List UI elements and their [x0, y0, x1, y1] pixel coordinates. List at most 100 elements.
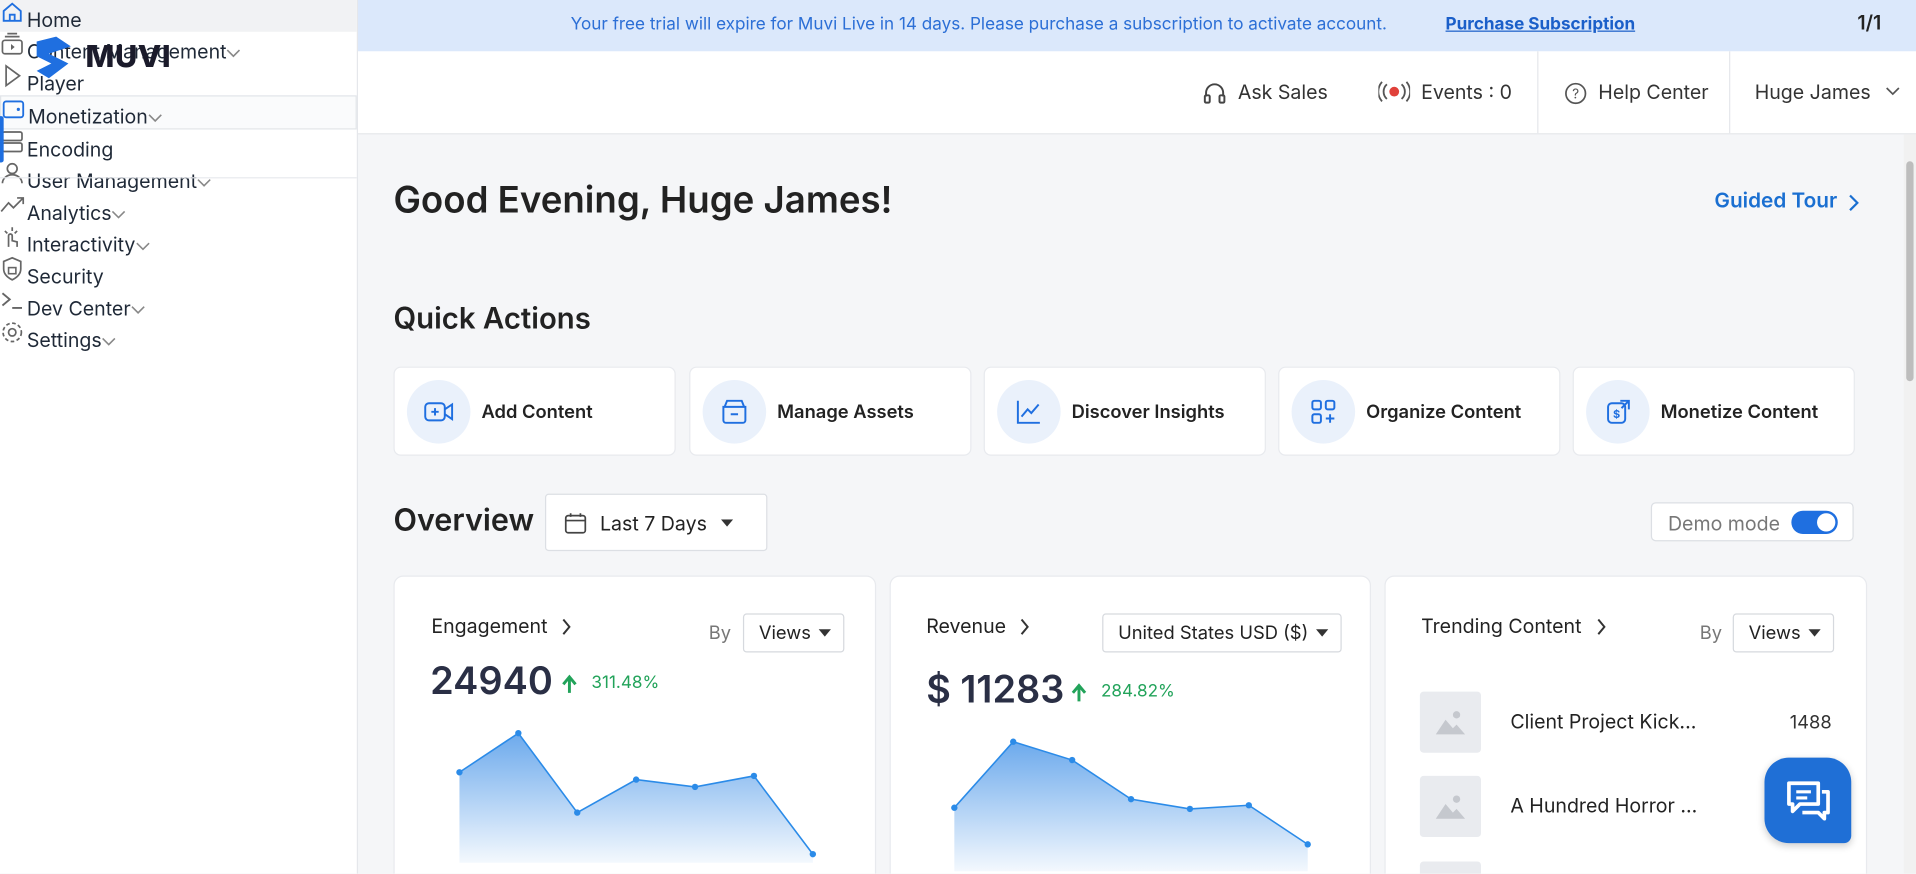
nav-item[interactable]: User Management	[0, 161, 357, 193]
guided-tour[interactable]: Guided Tour	[1714, 189, 1838, 214]
nav-label: Player	[26, 70, 85, 96]
nav-item[interactable]: Home	[0, 0, 357, 32]
by-label: By	[1699, 620, 1723, 644]
chevron	[112, 210, 126, 219]
sparkline-point	[1010, 738, 1017, 745]
nav-icon	[1, 162, 23, 184]
by-label: By	[708, 620, 732, 644]
nav-icon	[1, 32, 23, 55]
nav-label: User Management	[26, 168, 198, 194]
card-title[interactable]: Revenue	[926, 613, 1007, 638]
icon-circle: $	[1586, 380, 1650, 444]
sparkline-point	[1068, 756, 1076, 764]
calendar-icon	[564, 513, 587, 534]
nav-item[interactable]: Interactivity	[0, 225, 357, 257]
nav-label: Analytics	[26, 200, 112, 225]
nav-icon	[1, 292, 22, 309]
action-label: Monetize Content	[1660, 399, 1819, 423]
help-center[interactable]: Help Center	[1598, 79, 1709, 104]
events-icon	[1378, 81, 1411, 103]
action-label: Add Content	[481, 399, 593, 423]
sparkline-point	[951, 804, 958, 811]
content-count: 1488	[1789, 709, 1832, 734]
image-icon	[1435, 711, 1466, 735]
date-range[interactable]: Last 7 Days	[544, 493, 768, 552]
card-title[interactable]: Trending Content	[1421, 613, 1582, 638]
thumbnail	[1419, 861, 1481, 874]
currency-select[interactable]: United States USD ($)	[1102, 613, 1342, 653]
divider	[1537, 51, 1539, 134]
action-label: Organize Content	[1366, 399, 1522, 423]
counter: 1/1	[1857, 9, 1882, 35]
chevron	[102, 337, 116, 346]
sparkline-point	[632, 776, 640, 783]
user-name[interactable]: Huge James	[1754, 79, 1871, 104]
nav-label: Interactivity	[26, 232, 136, 257]
icon-circle	[406, 380, 471, 444]
purchase-link[interactable]: Purchase Subscription	[1445, 13, 1636, 35]
demo-label: Demo mode	[1667, 510, 1781, 536]
sparkline-point	[1127, 795, 1135, 803]
sparkline	[456, 729, 817, 863]
section-title: Overview	[393, 502, 535, 539]
chat-button[interactable]	[1764, 757, 1852, 844]
nav-label: Encoding	[26, 136, 114, 162]
sparkline-point	[691, 783, 699, 791]
chevron	[227, 49, 241, 58]
nav-item[interactable]: Player	[0, 64, 357, 96]
nav-label: Security	[26, 263, 104, 289]
action-icon	[1016, 400, 1040, 424]
scrollbar	[1903, 134, 1916, 874]
ask-sales[interactable]: Ask Sales	[1237, 79, 1328, 104]
sparkline-point	[1186, 805, 1194, 813]
nav-item[interactable]: Monetization	[0, 95, 357, 130]
content-title[interactable]: Client Project Kick...	[1510, 708, 1697, 734]
metric-select[interactable]: Views	[742, 613, 844, 653]
logo-text: MUVI	[85, 39, 172, 76]
card-title[interactable]: Engagement	[431, 613, 548, 638]
metric-change: 284.82%	[1100, 680, 1175, 702]
logo-icon	[36, 36, 71, 79]
nav-item[interactable]: Security	[0, 256, 357, 289]
nav-icon	[2, 322, 23, 343]
quick-action[interactable]: Manage Assets	[689, 366, 972, 456]
chevron	[1886, 87, 1900, 96]
nav-item[interactable]: Dev Center	[0, 288, 357, 320]
toggle[interactable]	[1791, 510, 1838, 534]
help-icon: ?	[1565, 82, 1587, 105]
quick-action[interactable]: Discover Insights	[983, 366, 1266, 456]
metric-select[interactable]: Views	[1732, 613, 1834, 653]
action-icon	[424, 402, 454, 422]
trial-banner: Your free trial will expire for Muvi Liv…	[358, 0, 1916, 52]
chevron	[1849, 194, 1859, 211]
quick-action[interactable]: Organize Content	[1278, 366, 1561, 456]
nav-item[interactable]: Settings	[0, 320, 357, 352]
sparkline-area	[954, 741, 1308, 872]
action-icon	[722, 399, 747, 424]
action-icon	[1311, 399, 1336, 424]
nav-icon	[5, 64, 22, 88]
icon-circle	[1291, 380, 1356, 444]
caret	[720, 519, 734, 527]
icon-circle	[702, 380, 767, 444]
engagement-card: Engagement By Views 24940 311.48%	[393, 575, 877, 874]
content-title[interactable]: A Hundred Horror ...	[1510, 793, 1698, 818]
nav-item[interactable]: Analytics	[0, 193, 357, 225]
sparkline-point	[809, 850, 817, 858]
nav-item[interactable]: Encoding	[0, 130, 357, 162]
sparkline-point	[515, 729, 522, 737]
nav-icon	[1, 131, 23, 153]
headset-icon	[1203, 83, 1226, 104]
active-indicator	[0, 116, 4, 163]
thumbnail	[1419, 775, 1481, 838]
events[interactable]: Events : 0	[1421, 79, 1512, 104]
chevron	[562, 618, 571, 635]
sparkline-area	[459, 733, 813, 863]
metric-value: 24940	[430, 658, 553, 704]
top-header: Ask Sales Events : 0 ? Help Center Huge …	[358, 51, 1916, 135]
nav-icon	[2, 100, 25, 119]
nav-label: Dev Center	[26, 295, 131, 321]
quick-action[interactable]: $ Monetize Content	[1572, 366, 1855, 456]
quick-action[interactable]: Add Content	[393, 366, 676, 456]
